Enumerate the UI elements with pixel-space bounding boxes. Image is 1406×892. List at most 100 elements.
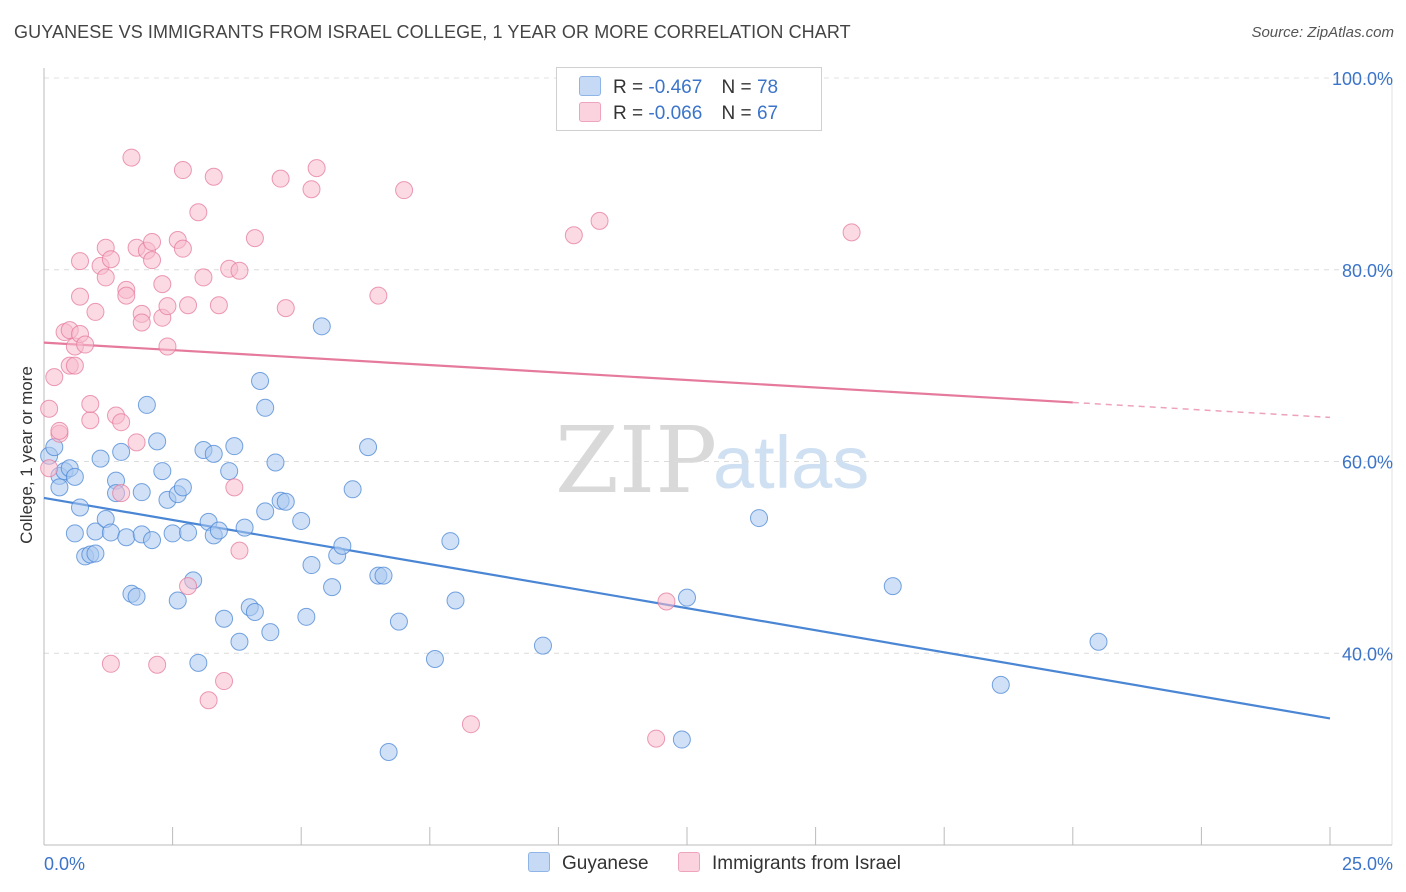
guyanese-point <box>425 650 444 669</box>
israel-point <box>153 275 172 294</box>
israel-point <box>307 159 326 178</box>
israel-point <box>276 299 295 318</box>
guyanese-point <box>137 395 156 414</box>
israel-point <box>71 287 90 306</box>
guyanese-point <box>379 743 398 762</box>
israel-trend-line-extension <box>1072 401 1331 419</box>
watermark-zip: ZIP <box>555 407 717 514</box>
legend-n-value: 78 <box>756 77 779 98</box>
guyanese-point <box>266 453 285 472</box>
israel-trend-line <box>43 341 1073 404</box>
trend-lines <box>43 341 1331 720</box>
guyanese-point <box>672 730 691 749</box>
israel-point <box>225 478 244 497</box>
legend-swatch-guyanese <box>579 76 601 96</box>
guyanese-point <box>343 480 362 499</box>
guyanese-point <box>1089 632 1108 651</box>
legend-row-israel: R = -0.066 N = 67 <box>579 102 778 126</box>
israel-point <box>302 180 321 199</box>
guyanese-point <box>86 544 105 563</box>
israel-point <box>143 251 162 270</box>
guyanese-point <box>220 462 239 481</box>
series-label-guyanese: Guyanese <box>562 853 649 874</box>
legend-n-value: 67 <box>756 103 779 124</box>
legend-r-label: R = <box>613 77 644 98</box>
y-tick-label: 100.0% <box>1332 69 1393 89</box>
guyanese-point <box>302 556 321 575</box>
data-points <box>40 148 1108 762</box>
israel-point <box>112 413 131 432</box>
israel-point <box>204 167 223 186</box>
guyanese-point <box>153 462 172 481</box>
guyanese-point <box>256 502 275 521</box>
x-tick-label-min: 0.0% <box>44 854 85 874</box>
israel-point <box>461 715 480 734</box>
israel-point <box>127 433 146 452</box>
guyanese-point <box>230 632 249 651</box>
legend-row-guyanese: R = -0.467 N = 78 <box>579 76 778 100</box>
guyanese-point <box>148 432 167 451</box>
series-legend: Guyanese Immigrants from Israel <box>0 852 1406 878</box>
israel-point <box>173 161 192 180</box>
series-label-israel: Immigrants from Israel <box>712 853 901 874</box>
guyanese-point <box>179 523 198 542</box>
guyanese-point <box>235 518 254 537</box>
israel-point <box>76 335 95 354</box>
y-tick-label: 60.0% <box>1342 453 1393 473</box>
guyanese-point <box>163 524 182 543</box>
guyanese-point <box>374 566 393 585</box>
guyanese-point <box>261 623 280 642</box>
guyanese-point <box>91 449 110 468</box>
guyanese-point <box>189 653 208 672</box>
israel-point <box>40 399 59 418</box>
watermark-atlas: atlas <box>713 421 869 504</box>
guyanese-point <box>312 317 331 336</box>
israel-point <box>45 368 64 387</box>
israel-point <box>173 239 192 258</box>
guyanese-point <box>389 612 408 631</box>
israel-point <box>369 286 388 305</box>
legend-r-value: -0.467 <box>648 77 703 98</box>
guyanese-point <box>333 536 352 555</box>
guyanese-point <box>215 609 234 628</box>
guyanese-point <box>883 577 902 596</box>
series-legend-israel: Immigrants from Israel <box>678 852 901 875</box>
israel-point <box>96 268 115 287</box>
guyanese-point <box>168 591 187 610</box>
guyanese-trend-line <box>43 496 1331 720</box>
israel-point <box>40 459 59 478</box>
guyanese-point <box>71 498 90 517</box>
guyanese-point <box>750 509 769 528</box>
israel-point <box>81 411 100 430</box>
israel-point <box>65 356 84 375</box>
guyanese-point <box>256 398 275 417</box>
israel-point <box>179 296 198 315</box>
israel-point <box>101 250 120 269</box>
israel-point <box>148 655 167 674</box>
x-tick-label-max: 25.0% <box>1342 854 1393 874</box>
guyanese-point <box>678 588 696 607</box>
israel-point <box>86 302 105 321</box>
guyanese-point <box>446 591 465 610</box>
legend-n-label: N = <box>721 103 752 124</box>
israel-point <box>189 203 208 222</box>
stats-legend: R = -0.467 N = 78 R = -0.066 N = 67 <box>556 67 822 131</box>
israel-point <box>230 541 249 560</box>
israel-point <box>657 592 676 611</box>
guyanese-point <box>65 467 84 486</box>
guyanese-point <box>533 636 552 655</box>
israel-point <box>158 297 177 316</box>
israel-point <box>215 672 234 691</box>
guyanese-point <box>225 437 244 456</box>
israel-point <box>112 484 131 503</box>
legend-swatch-israel <box>579 102 601 122</box>
series-swatch-guyanese <box>528 852 550 872</box>
guyanese-point <box>359 438 378 457</box>
israel-point <box>647 729 666 748</box>
y-tick-label: 80.0% <box>1342 261 1393 281</box>
guyanese-point <box>143 531 162 550</box>
guyanese-point <box>245 603 264 622</box>
guyanese-point <box>204 444 223 463</box>
y-tick-label: 40.0% <box>1342 644 1393 664</box>
legend-r-label: R = <box>613 103 644 124</box>
